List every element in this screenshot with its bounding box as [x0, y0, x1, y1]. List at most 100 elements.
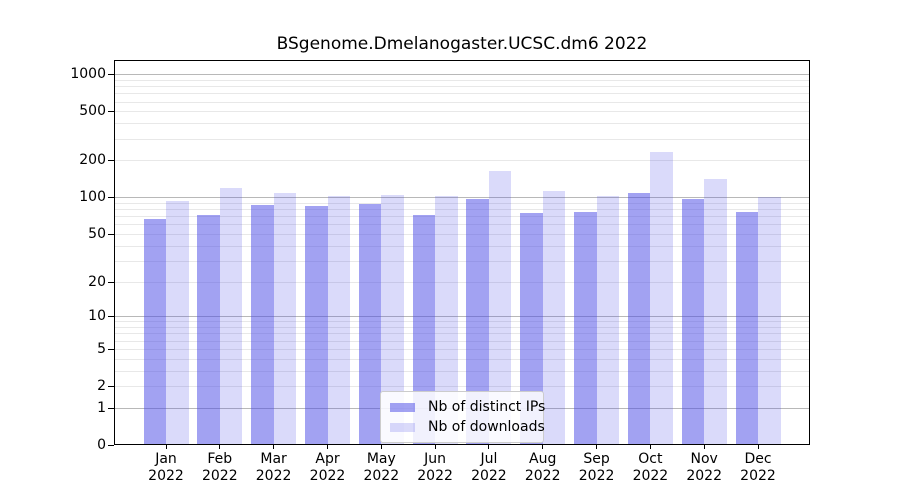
bar-distinct-ips-aug: [520, 212, 543, 445]
y-tick-10: [108, 316, 114, 318]
x-tick-year: 2022: [686, 468, 722, 484]
x-tick-label-nov: Nov 2022: [672, 451, 736, 485]
x-tick-year: 2022: [148, 468, 184, 484]
x-tick-month: Jun: [424, 451, 447, 467]
x-tick-year: 2022: [417, 468, 453, 484]
x-tick-label-jul: Jul 2022: [457, 451, 521, 485]
y-tick-label-1000: 1000: [70, 66, 106, 83]
y-gridline-major-100: [114, 197, 810, 199]
bar-distinct-ips-dec: [735, 211, 758, 445]
x-tick-jul: [488, 445, 490, 449]
y-gridline-minor-400: [114, 123, 810, 125]
bar-distinct-ips-nov: [681, 199, 705, 445]
y-gridline-major-10: [114, 316, 810, 318]
y-tick-label-20: 20: [88, 273, 106, 290]
x-tick-year: 2022: [632, 468, 669, 484]
x-tick-month: Sep: [583, 451, 610, 467]
x-tick-label-dec: Dec 2022: [726, 451, 790, 485]
x-tick-year: 2022: [524, 468, 561, 484]
x-tick-feb: [219, 445, 221, 449]
bar-downloads-jan: [166, 201, 189, 445]
x-tick-label-mar: Mar 2022: [242, 451, 306, 485]
chart-title: BSgenome.Dmelanogaster.UCSC.dm6 2022: [276, 34, 648, 54]
x-tick-month: Dec: [744, 451, 772, 467]
bar-distinct-ips-mar: [251, 204, 274, 445]
x-tick-year: 2022: [201, 468, 238, 484]
x-tick-label-apr: Apr 2022: [296, 451, 360, 485]
y-tick-label-2: 2: [97, 378, 106, 394]
bar-distinct-ips-feb: [197, 215, 220, 445]
bar-distinct-ips-apr: [305, 205, 328, 445]
y-tick-label-0: 0: [97, 437, 106, 453]
x-tick-year: 2022: [578, 468, 615, 484]
legend-label-downloads: Nb of downloads: [428, 419, 545, 435]
y-gridline-minor-300: [114, 138, 810, 140]
y-tick-label-5: 5: [97, 340, 106, 357]
y-tick-20: [108, 281, 114, 283]
y-gridline-minor-30: [114, 260, 810, 262]
bar-distinct-ips-jun: [412, 214, 436, 445]
bar-distinct-ips-may: [358, 204, 382, 445]
bar-downloads-jul: [488, 171, 512, 445]
y-gridline-minor-2: [114, 386, 810, 387]
x-tick-label-jan: Jan 2022: [134, 451, 198, 485]
y-tick-1000: [108, 74, 114, 76]
y-gridline-minor-80: [114, 209, 810, 211]
x-tick-month: Jul: [480, 451, 498, 467]
x-tick-apr: [327, 445, 328, 449]
bar-downloads-aug: [542, 190, 566, 445]
y-tick-50: [108, 233, 114, 235]
y-tick-2: [108, 386, 114, 387]
x-tick-label-oct: Oct 2022: [618, 451, 682, 485]
y-tick-label-100: 100: [79, 189, 106, 206]
y-gridline-minor-5: [114, 348, 810, 350]
y-tick-5: [108, 348, 114, 350]
legend-swatch-distinct-ips: [390, 402, 415, 412]
x-tick-year: 2022: [740, 468, 776, 484]
y-gridline-major-1000: [114, 74, 810, 76]
y-gridline-minor-200: [114, 160, 810, 162]
y-tick-label-500: 500: [79, 103, 106, 120]
bar-distinct-ips-jul: [466, 198, 489, 445]
bar-distinct-ips-jan: [143, 218, 166, 445]
x-tick-jan: [165, 445, 167, 449]
x-tick-month: Jan: [155, 451, 177, 467]
bar-downloads-mar: [273, 192, 297, 445]
y-tick-label-10: 10: [88, 308, 106, 325]
bar-distinct-ips-oct: [627, 193, 651, 445]
bar-distinct-ips-sep: [574, 211, 597, 445]
x-tick-nov: [703, 445, 705, 449]
x-tick-label-feb: Feb 2022: [188, 451, 252, 485]
x-tick-month: Apr: [315, 451, 340, 467]
bar-downloads-jun: [435, 195, 458, 445]
y-gridline-minor-900: [114, 79, 810, 81]
y-tick-500: [108, 111, 114, 113]
x-tick-label-sep: Sep 2022: [565, 451, 629, 485]
bar-downloads-feb: [219, 188, 243, 445]
legend-row-downloads: Nb of downloads: [381, 417, 545, 437]
legend: Nb of distinct IPs Nb of downloads: [380, 391, 545, 443]
y-gridline-minor-70: [114, 216, 810, 218]
x-tick-year: 2022: [363, 468, 400, 484]
x-tick-month: Aug: [529, 451, 557, 467]
y-gridline-minor-7: [114, 333, 810, 335]
x-tick-year: 2022: [309, 468, 346, 484]
y-tick-label-50: 50: [88, 225, 106, 242]
x-tick-month: May: [366, 451, 396, 467]
bar-downloads-dec: [758, 196, 781, 445]
x-tick-year: 2022: [471, 468, 507, 484]
y-tick-label-1: 1: [97, 399, 106, 416]
x-tick-mar: [273, 445, 275, 449]
bar-downloads-apr: [327, 195, 350, 445]
y-gridline-minor-90: [114, 202, 810, 204]
y-gridline-minor-8: [114, 327, 810, 328]
y-tick-200: [108, 160, 114, 162]
x-tick-oct: [649, 445, 651, 449]
bar-downloads-sep: [596, 195, 620, 445]
x-tick-label-may: May 2022: [349, 451, 413, 485]
x-tick-may: [380, 445, 382, 449]
x-tick-year: 2022: [255, 468, 292, 484]
y-gridline-minor-60: [114, 224, 810, 226]
bar-downloads-oct: [650, 151, 673, 445]
